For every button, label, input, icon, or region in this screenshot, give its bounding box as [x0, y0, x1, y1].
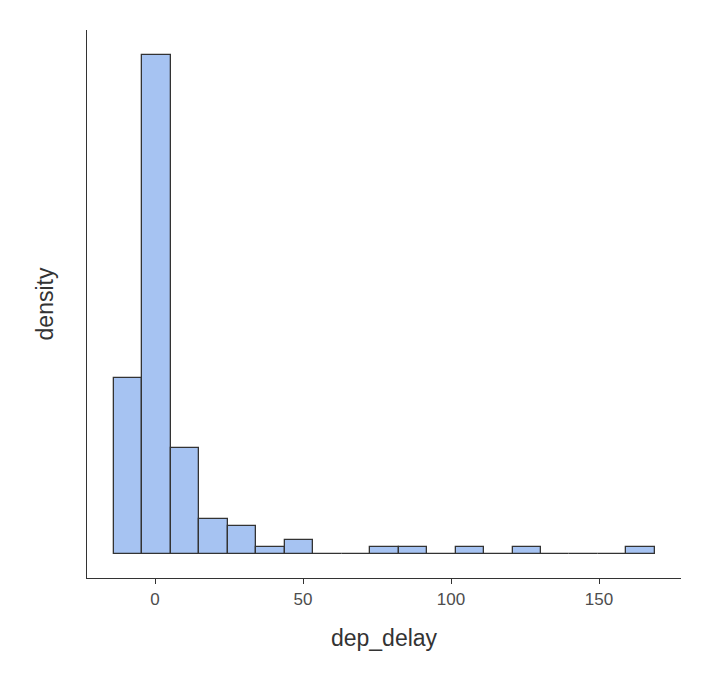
- svg-text:dep_delay: dep_delay: [331, 625, 438, 651]
- svg-text:0: 0: [150, 590, 159, 609]
- svg-text:100: 100: [437, 590, 465, 609]
- svg-text:50: 50: [294, 590, 313, 609]
- svg-text:150: 150: [585, 590, 613, 609]
- svg-text:density: density: [32, 267, 58, 340]
